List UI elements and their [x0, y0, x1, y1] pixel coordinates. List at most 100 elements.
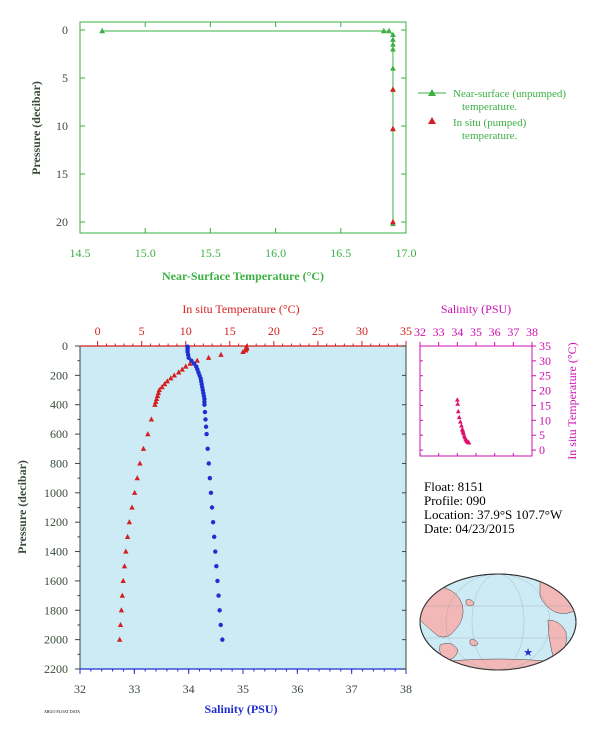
temperature-tick-label: 0 — [95, 324, 101, 338]
salinity-point — [218, 622, 223, 628]
pressure-tick-label: 400 — [50, 398, 68, 412]
temperature-point — [240, 348, 246, 354]
temperature-point — [164, 378, 170, 384]
date-text: Date: 04/23/2015 — [424, 521, 515, 536]
near-surface-unpumped-point — [99, 27, 106, 34]
in-situ-pumped-point — [390, 125, 396, 132]
temperature-point — [119, 592, 125, 598]
near-surface-series — [99, 27, 396, 227]
temperature-point — [145, 431, 151, 437]
salinity-point — [210, 519, 216, 525]
temperature-point — [159, 384, 165, 390]
in-situ-pumped-point — [390, 86, 396, 92]
float-info-block: Float: 8151 Profile: 090 Location: 37.9°… — [424, 479, 563, 536]
ts-salinity-ticks: 32 33 34 35 36 37 38 — [414, 325, 538, 456]
salinity-point — [215, 578, 220, 584]
profile-plot-area — [79, 345, 407, 670]
ts-point — [466, 440, 472, 445]
salinity-axis-ticks: 32 33 34 35 36 37 38 — [74, 669, 412, 696]
temperature-point — [131, 489, 138, 495]
temperature-point — [218, 351, 224, 357]
legend-marker-unpumped — [428, 89, 436, 96]
in-situ-pumped-point — [390, 218, 396, 225]
near-surface-unpumped-point — [390, 36, 396, 42]
near-surface-y-tick-label: 20 — [56, 215, 68, 229]
near-surface-unpumped-point — [390, 65, 396, 71]
temperature-point — [152, 401, 158, 407]
pressure-tick-label: 1400 — [44, 545, 68, 559]
near-surface-y-tick-label: 5 — [62, 71, 68, 85]
temperature-tick-label: 35 — [400, 324, 412, 338]
ts-temperature-tick-label: 35 — [539, 339, 551, 353]
salinity-point — [203, 424, 209, 429]
temperature-point — [242, 347, 249, 353]
near-surface-x-ticks: 14.5 15.0 15.5 16.0 16.5 17.0 — [70, 22, 417, 260]
ts-plot-frame — [419, 345, 533, 457]
ts-temperature-tick-label: 25 — [539, 369, 551, 383]
temperature-point — [120, 577, 126, 584]
salinity-point — [189, 358, 194, 363]
temperature-point — [140, 445, 147, 451]
near-surface-x-tick-label: 16.0 — [265, 246, 286, 260]
map-outline — [419, 573, 577, 671]
temperature-point — [171, 372, 177, 378]
pressure-tick-label: 2200 — [44, 662, 68, 676]
near-surface-unpumped-point — [386, 27, 392, 34]
temperature-point — [183, 363, 189, 369]
salinity-tick-label: 36 — [291, 682, 303, 696]
temperature-point — [117, 621, 124, 628]
profile-y-axis-label: Pressure (decibar) — [15, 460, 29, 554]
salinity-point — [207, 475, 213, 481]
near-surface-plot-frame — [79, 21, 407, 234]
location-text: Location: 37.9°S 107.7°W — [424, 507, 563, 522]
ts-salinity-tick-label: 35 — [470, 325, 482, 339]
ts-x-axis-label: Salinity (PSU) — [441, 302, 511, 316]
temperature-tick-label: 20 — [268, 324, 280, 338]
temperature-axis-label: In situ Temperature (°C) — [182, 302, 299, 316]
near-surface-y-tick-label: 0 — [62, 23, 68, 37]
temperature-point — [161, 381, 168, 387]
salinity-point — [204, 431, 209, 437]
ts-temperature-tick-label: 0 — [539, 443, 545, 457]
ts-salinity-tick-label: 34 — [451, 325, 463, 339]
near-surface-x-axis-label: Near-Surface Temperature (°C) — [162, 269, 324, 283]
temperature-tick-label: 25 — [312, 324, 324, 338]
temperature-point — [129, 504, 135, 510]
temperature-point — [194, 357, 200, 363]
legend-label-pumped-1: In situ (pumped) — [453, 117, 527, 129]
ts-point — [454, 397, 460, 402]
pressure-tick-label: 1600 — [44, 574, 68, 588]
float-location-star-icon: ★ — [523, 647, 533, 659]
ts-point — [459, 423, 464, 428]
ts-temperature-tick-label: 10 — [539, 413, 551, 427]
near-surface-unpumped-point — [390, 31, 396, 38]
temperature-tick-label: 15 — [224, 324, 236, 338]
ts-point — [457, 419, 463, 424]
salinity-point — [186, 355, 191, 360]
salinity-point — [217, 608, 222, 613]
legend-marker-pumped — [428, 117, 436, 124]
salinity-profile-series — [185, 344, 225, 642]
near-surface-legend: Near-surface (unpumped) temperature. In … — [418, 88, 566, 142]
near-surface-y-ticks: 0 5 10 15 20 — [56, 23, 406, 229]
temperature-point — [121, 563, 128, 569]
footer-credit-text: ARGO FLOAT DATA — [44, 709, 80, 714]
near-surface-x-tick-label: 16.5 — [330, 246, 351, 260]
temperature-point — [187, 360, 193, 366]
pressure-tick-label: 200 — [50, 368, 68, 382]
salinity-point — [203, 417, 208, 422]
temperature-profile-series — [116, 343, 250, 642]
salinity-point — [208, 490, 214, 496]
temperature-point — [175, 369, 182, 375]
legend-label-unpumped-1: Near-surface (unpumped) — [453, 88, 566, 100]
salinity-tick-label: 37 — [346, 682, 358, 696]
salinity-tick-label: 34 — [183, 682, 195, 696]
near-surface-x-tick-label: 17.0 — [396, 246, 417, 260]
pressure-tick-label: 1200 — [44, 515, 68, 529]
profile-number-text: Profile: 090 — [424, 493, 486, 508]
salinity-tick-label: 33 — [128, 682, 140, 696]
salinity-point — [220, 637, 225, 642]
temperature-point — [137, 460, 143, 466]
